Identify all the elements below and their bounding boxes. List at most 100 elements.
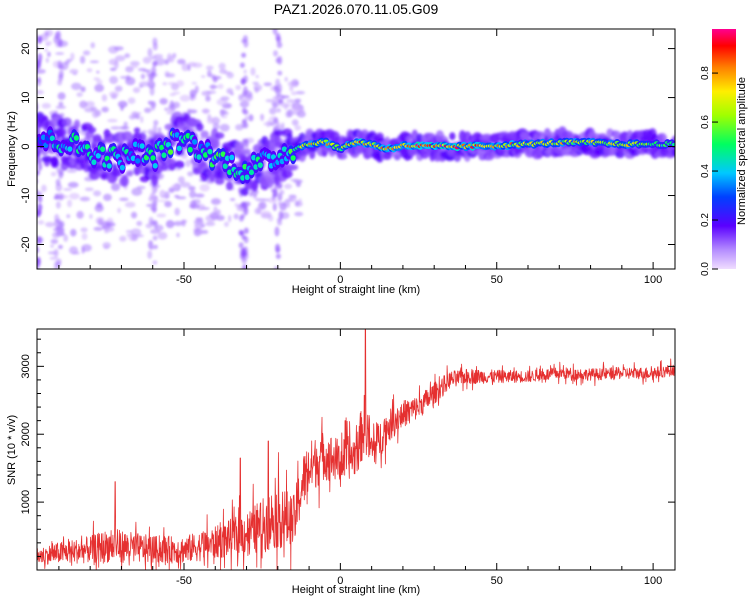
- heatmap-noise-cell: [70, 82, 82, 91]
- heatmap-noise-cell: [130, 228, 142, 236]
- heatmap-streak-cell: [58, 69, 64, 78]
- heatmap-streak-cell: [277, 201, 283, 207]
- heatmap-noise-cell: [140, 73, 146, 80]
- spectrogram-ytick-label: -10: [20, 188, 32, 204]
- heatmap-noise-cell: [194, 193, 205, 198]
- heatmap-streak-cell: [275, 246, 281, 253]
- heatmap-streak-cell: [239, 62, 245, 68]
- heatmap-noise-cell: [283, 183, 293, 190]
- heatmap-noise-cell: [90, 42, 96, 49]
- heatmap-streak-cell: [243, 109, 249, 115]
- heatmap-ridge-cell: [176, 145, 182, 152]
- heatmap-halo-cell: [214, 177, 225, 185]
- heatmap-noise-cell: [125, 76, 136, 86]
- heatmap-noise-cell: [82, 50, 91, 56]
- heatmap-ridge-cell: [119, 164, 125, 171]
- heatmap-noise-cell: [202, 108, 210, 114]
- heatmap-streak-cell: [151, 204, 157, 213]
- heatmap-noise-cell: [294, 98, 302, 103]
- heatmap-noise-cell: [255, 74, 259, 79]
- heatmap-streak-cell: [278, 99, 284, 104]
- heatmap-noise-cell: [226, 72, 234, 79]
- heatmap-noise-cell: [235, 84, 242, 91]
- heatmap-halo-cell: [57, 127, 67, 138]
- heatmap-halo-cell: [103, 133, 116, 144]
- heatmap-noise-cell: [200, 75, 206, 78]
- snr-xtick-label: 100: [644, 575, 662, 587]
- heatmap-ridge-cell: [257, 162, 263, 168]
- heatmap-noise-cell: [50, 171, 57, 177]
- heatmap-streak-cell: [272, 29, 278, 35]
- heatmap-halo-cell: [281, 169, 293, 179]
- heatmap-noise-cell: [86, 68, 93, 73]
- heatmap-halo-cell: [234, 144, 245, 156]
- heatmap-streak-cell: [238, 94, 244, 101]
- heatmap-streak-cell: [54, 193, 60, 200]
- heatmap-streak-cell: [278, 210, 284, 221]
- heatmap-streak-cell: [152, 124, 158, 135]
- heatmap-noise-cell: [235, 124, 244, 131]
- heatmap-noise-cell: [113, 46, 124, 51]
- heatmap-noise-cell: [217, 83, 224, 90]
- heatmap-noise-cell: [103, 193, 112, 202]
- heatmap-noise-cell: [180, 181, 191, 188]
- heatmap-noise-cell: [96, 70, 100, 74]
- heatmap-halo-cell: [243, 148, 252, 155]
- heatmap-halo-cell: [240, 187, 249, 196]
- heatmap-noise-cell: [119, 125, 130, 130]
- heatmap-noise-cell: [230, 92, 234, 96]
- heatmap-noise-cell: [289, 85, 294, 92]
- heatmap-ridge-cell: [281, 146, 287, 152]
- heatmap-noise-cell: [284, 76, 288, 82]
- heatmap-streak-cell: [277, 70, 283, 76]
- heatmap-noise-cell: [80, 86, 86, 93]
- heatmap-noise-cell: [123, 121, 128, 127]
- heatmap-streak-cell: [243, 206, 249, 216]
- heatmap-noise-cell: [173, 221, 183, 227]
- heatmap-noise-cell: [108, 58, 119, 66]
- heatmap-noise-cell: [234, 203, 239, 207]
- heatmap-ridge-cell: [220, 151, 226, 157]
- heatmap-halo-cell: [337, 152, 348, 160]
- heatmap-ridge-cell: [152, 163, 158, 169]
- heatmap-streak-cell: [148, 196, 154, 202]
- heatmap-ridge-cell: [290, 155, 296, 161]
- heatmap-noise-cell: [250, 67, 256, 76]
- heatmap-streak-cell: [275, 253, 281, 259]
- heatmap-halo-cell: [174, 160, 185, 169]
- heatmap-noise-cell: [37, 220, 45, 225]
- heatmap-noise-cell: [174, 194, 180, 198]
- heatmap-noise-cell: [191, 62, 203, 68]
- heatmap-streak-cell: [37, 102, 39, 111]
- heatmap-streak-cell: [37, 76, 42, 87]
- heatmap-noise-cell: [101, 106, 109, 113]
- heatmap-noise-cell: [158, 199, 168, 203]
- snr-frame: [36, 328, 676, 571]
- heatmap-noise-cell: [55, 52, 65, 55]
- heatmap-noise-cell: [117, 100, 128, 108]
- heatmap-noise-cell: [63, 234, 69, 242]
- heatmap-noise-cell: [119, 197, 129, 201]
- heatmap-noise-cell: [142, 56, 152, 64]
- heatmap-noise-cell: [63, 188, 72, 191]
- heatmap-ridge-cell: [671, 142, 675, 147]
- heatmap-noise-cell: [272, 202, 277, 212]
- heatmap-noise-cell: [205, 221, 216, 227]
- heatmap-noise-cell: [120, 105, 124, 111]
- heatmap-ridge-cell: [161, 152, 167, 158]
- snr-axes: -50 0 50 100 1000 2000 3000: [20, 329, 675, 587]
- spectrogram-ytick-label: 20: [20, 42, 32, 54]
- heatmap-ridge-cell: [139, 143, 145, 149]
- heatmap-noise-cell: [114, 55, 126, 62]
- heatmap-ridge-cell: [91, 159, 97, 166]
- colorbar-tick-label: 0.4: [700, 164, 711, 178]
- heatmap-noise-cell: [68, 192, 80, 200]
- heatmap-ridge-cell: [207, 148, 213, 155]
- heatmap-noise-cell: [295, 90, 306, 95]
- heatmap-streak-cell: [238, 242, 244, 249]
- heatmap-noise-cell: [57, 92, 66, 100]
- heatmap-noise-cell: [158, 127, 162, 133]
- heatmap-streak-cell: [242, 86, 248, 96]
- heatmap-noise-cell: [159, 189, 166, 198]
